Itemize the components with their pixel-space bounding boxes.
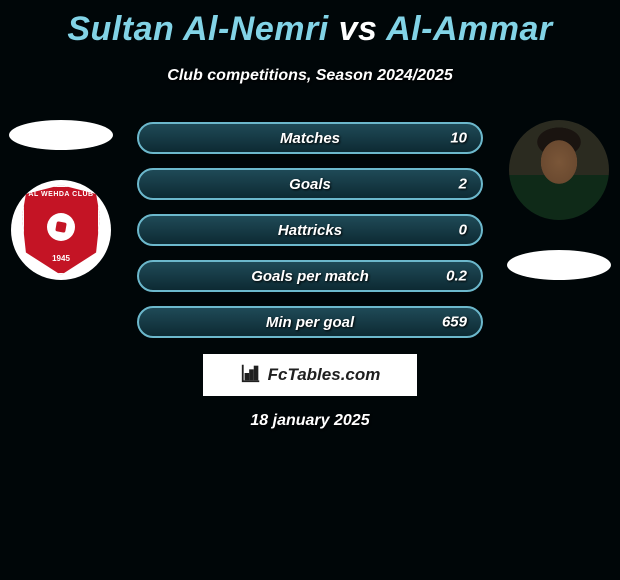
- stat-label: Hattricks: [278, 222, 342, 239]
- stat-label: Matches: [280, 130, 340, 147]
- club-name: AL WEHDA CLUB: [22, 191, 100, 198]
- stat-right-value: 10: [450, 130, 467, 147]
- vs-text: vs: [339, 10, 378, 48]
- date-text: 18 january 2025: [0, 412, 620, 430]
- player2-club-placeholder: [507, 250, 611, 280]
- chart-icon: [240, 362, 262, 389]
- stat-row-goals-per-match: Goals per match 0.2: [137, 260, 483, 292]
- player1-column: AL WEHDA CLUB 1945: [6, 120, 116, 280]
- brand-text: FcTables.com: [268, 365, 381, 385]
- stat-right-value: 2: [459, 176, 467, 193]
- player1-name: Sultan Al-Nemri: [67, 10, 328, 48]
- player1-club-logo: AL WEHDA CLUB 1945: [11, 180, 111, 280]
- player1-avatar-placeholder: [9, 120, 113, 150]
- stat-label: Goals per match: [251, 268, 369, 285]
- stat-right-value: 0.2: [446, 268, 467, 285]
- player2-column: [504, 120, 614, 280]
- player2-avatar: [509, 120, 609, 220]
- comparison-title: Sultan Al-Nemri vs Al-Ammar: [0, 0, 620, 49]
- brand-badge: FcTables.com: [203, 354, 417, 396]
- stat-row-hattricks: Hattricks 0: [137, 214, 483, 246]
- stat-label: Goals: [289, 176, 331, 193]
- player2-name: Al-Ammar: [386, 10, 552, 48]
- stats-table: Matches 10 Goals 2 Hattricks 0 Goals per…: [137, 122, 483, 338]
- stat-row-min-per-goal: Min per goal 659: [137, 306, 483, 338]
- stat-right-value: 659: [442, 314, 467, 331]
- stat-row-matches: Matches 10: [137, 122, 483, 154]
- subtitle: Club competitions, Season 2024/2025: [0, 67, 620, 85]
- stat-label: Min per goal: [266, 314, 354, 331]
- club-year: 1945: [22, 254, 100, 263]
- stat-row-goals: Goals 2: [137, 168, 483, 200]
- stat-right-value: 0: [459, 222, 467, 239]
